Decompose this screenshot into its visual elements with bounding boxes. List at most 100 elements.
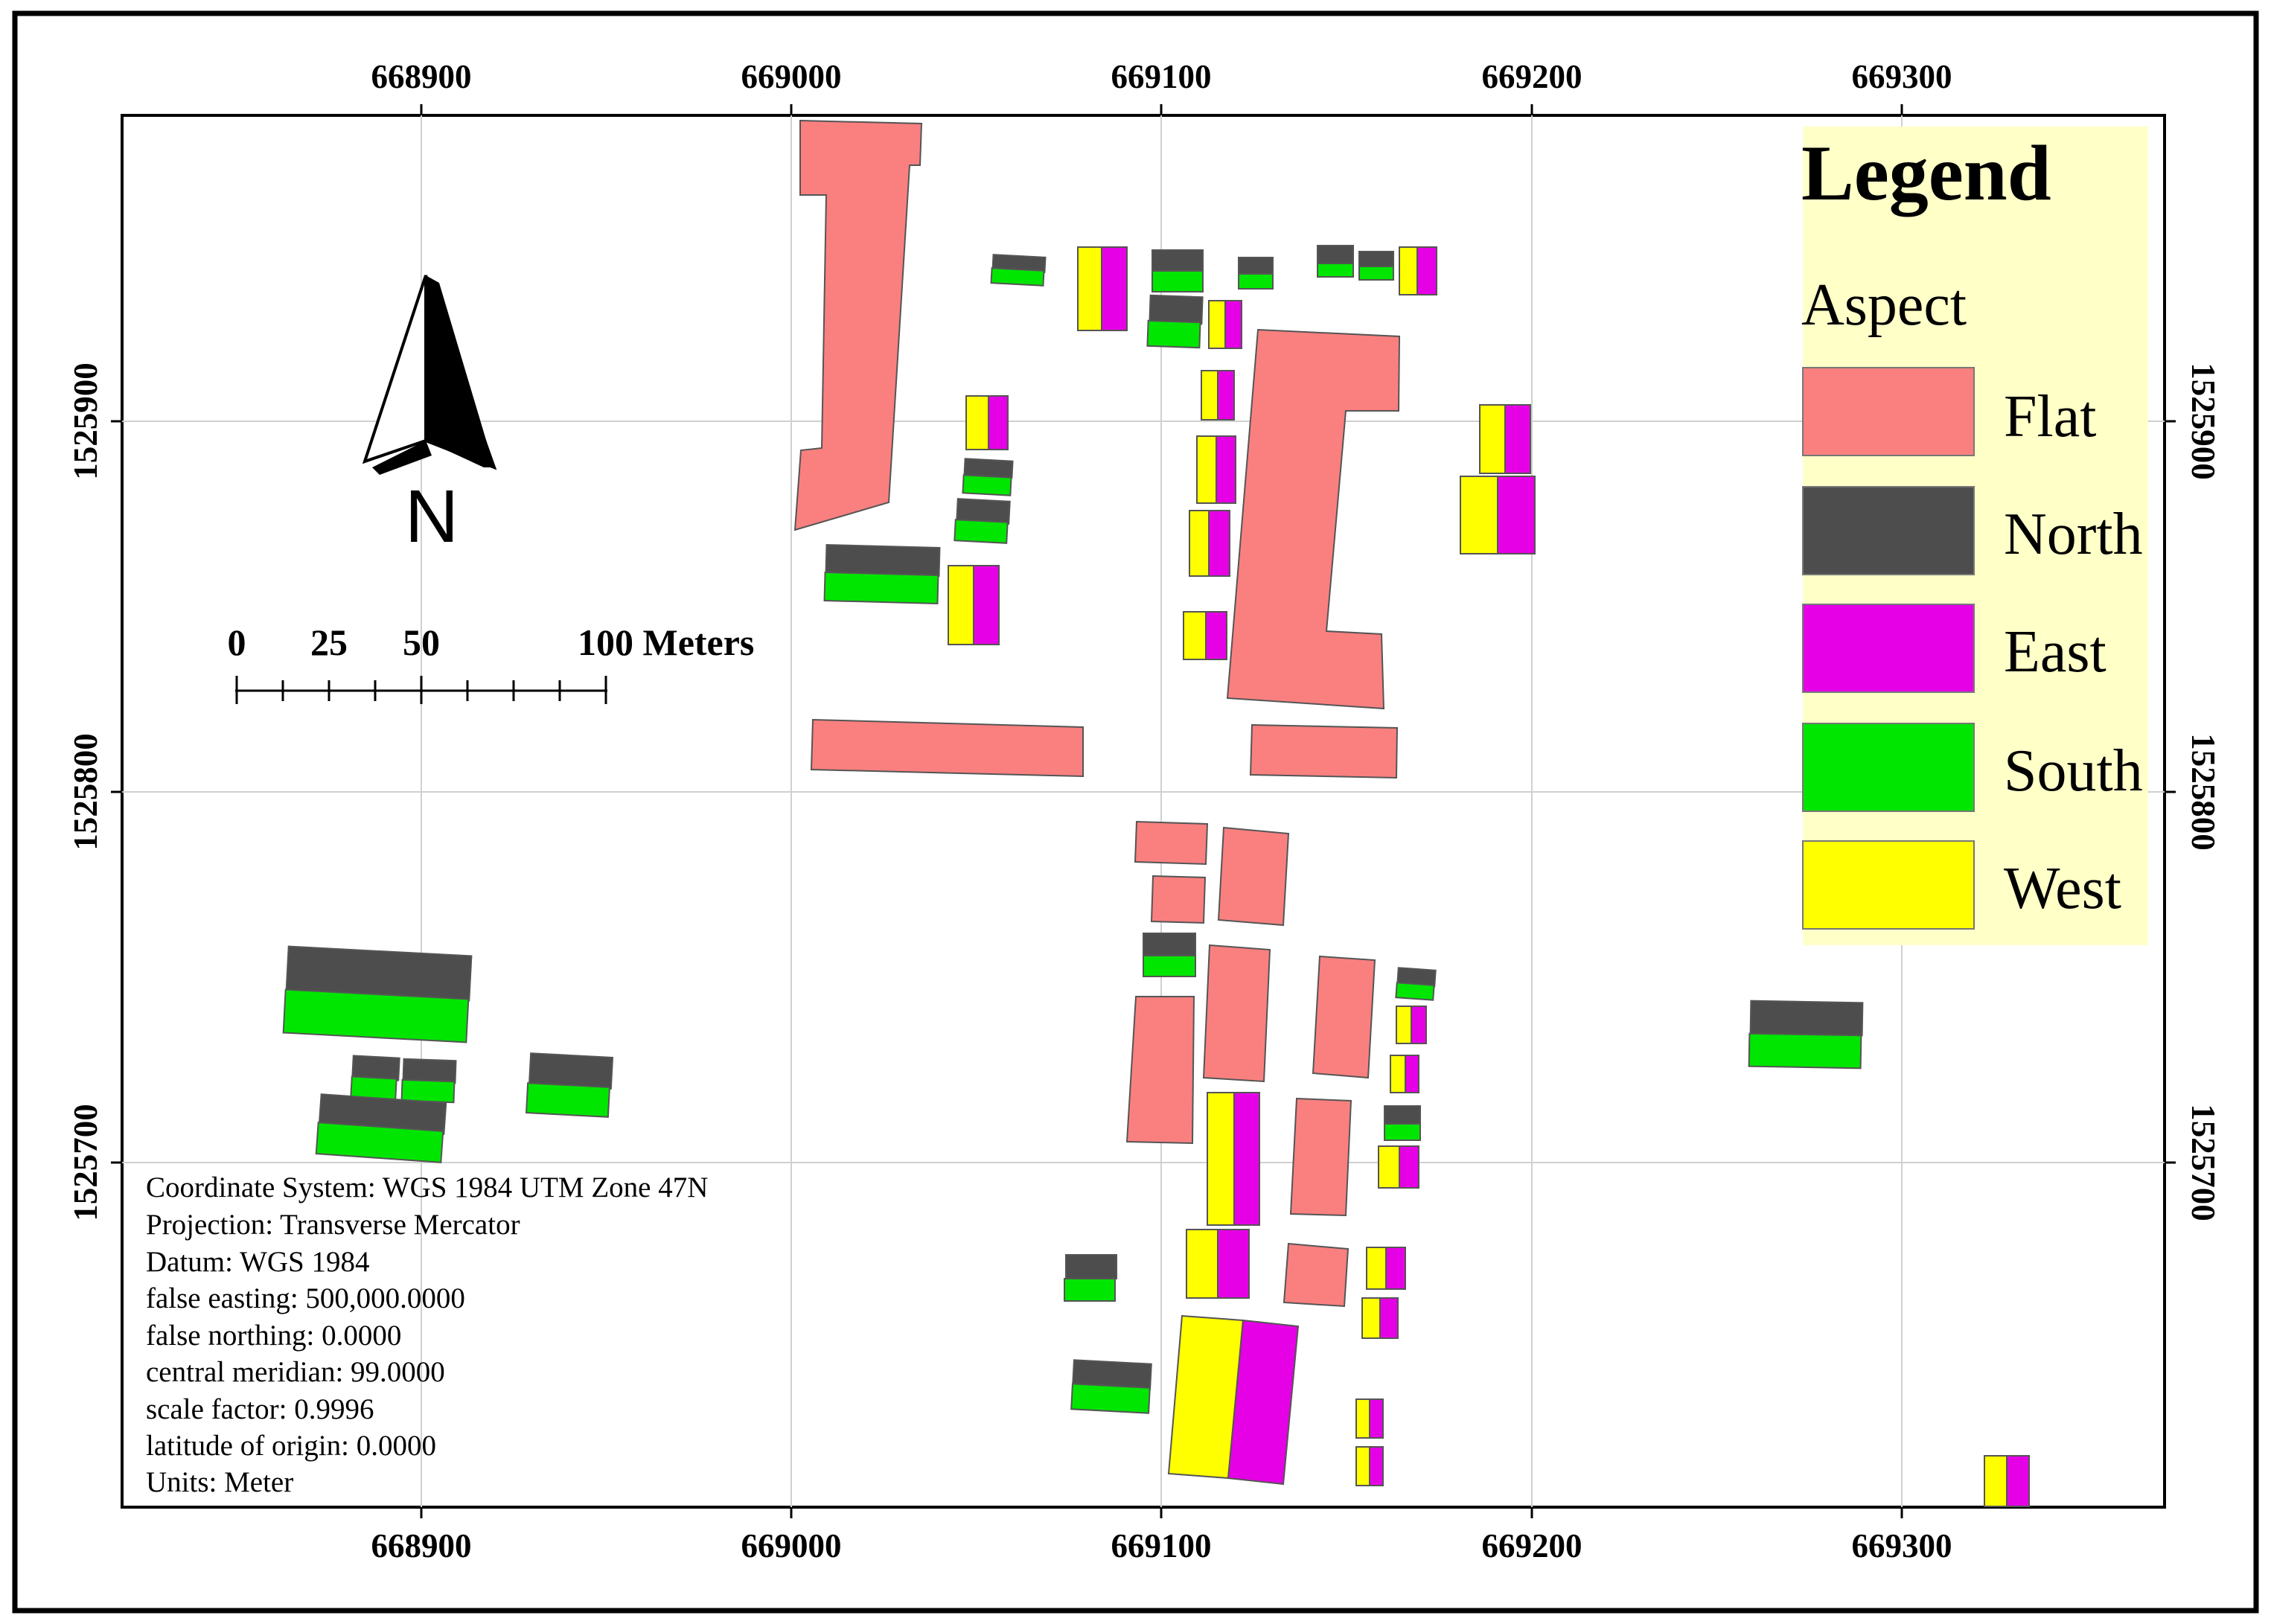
west-facet	[1460, 476, 1498, 554]
x-tick-labels-top: 668900 669000 669100 669200 669300	[371, 58, 1952, 95]
east-facet	[1399, 1145, 1419, 1189]
west-facet	[1396, 1006, 1412, 1044]
flat-building	[1125, 996, 1195, 1145]
buildings-layer	[282, 119, 2030, 1507]
north-facet	[1749, 1000, 1864, 1037]
projection-info-line: false northing: 0.0000	[146, 1320, 401, 1352]
east-facet	[1379, 1297, 1399, 1339]
scale-label: 0	[228, 621, 246, 663]
east-facet	[1369, 1398, 1384, 1439]
south-facet	[990, 267, 1045, 287]
south-facet	[1384, 1123, 1421, 1141]
west-facet	[965, 395, 989, 450]
scale-bar: 0 25 50 100 Meters	[228, 621, 754, 704]
west-facet	[1378, 1145, 1400, 1189]
north-facet	[1152, 249, 1204, 272]
south-facet	[400, 1078, 456, 1104]
y-tick-label: 1525800	[67, 733, 104, 851]
south-facet	[315, 1122, 444, 1163]
legend-label-north: North	[2004, 502, 2143, 567]
projection-info-line: scale factor: 0.9996	[146, 1393, 374, 1425]
north-facet	[1384, 1105, 1421, 1125]
legend-swatch-flat	[1802, 367, 1975, 456]
y-tick-label: 1525800	[2185, 733, 2222, 851]
x-tick-label: 668900	[371, 1527, 472, 1564]
x-tick-label: 669000	[741, 1527, 842, 1564]
south-facet	[1748, 1032, 1862, 1070]
x-tick-label: 669000	[741, 58, 842, 95]
north-arrow-shadow	[426, 275, 494, 467]
flat-building	[1289, 1097, 1352, 1217]
scale-label: 25	[310, 621, 348, 663]
x-tick-label: 669300	[1852, 58, 1952, 95]
north-facet	[1358, 251, 1394, 267]
west-facet	[1077, 246, 1102, 331]
flat-building	[1150, 875, 1207, 924]
east-facet	[1224, 300, 1242, 349]
scale-label: 100 Meters	[578, 621, 754, 663]
y-tick-label: 1525900	[2185, 362, 2222, 480]
x-tick-label: 669200	[1482, 58, 1582, 95]
north-south-buildings	[282, 245, 1864, 1414]
south-facet	[525, 1082, 611, 1118]
x-tick-label: 669100	[1111, 1527, 1212, 1564]
projection-info-line: Units: Meter	[146, 1466, 293, 1498]
projection-info-line: false easting: 500,000.0000	[146, 1282, 465, 1314]
north-facet	[1149, 294, 1204, 325]
scale-label: 50	[403, 621, 440, 663]
west-facet	[1355, 1398, 1370, 1439]
east-facet	[1205, 611, 1227, 660]
legend-label-west: West	[2004, 856, 2121, 921]
west-east-buildings	[948, 246, 2030, 1507]
legend-label-flat: Flat	[2004, 384, 2096, 450]
east-facet	[1233, 1092, 1260, 1226]
projection-info-line: central meridian: 99.0000	[146, 1356, 445, 1388]
east-facet	[1217, 1229, 1250, 1299]
east-facet	[1101, 246, 1128, 331]
east-facet	[1405, 1055, 1419, 1093]
flat-building	[1202, 944, 1271, 1083]
north-facet	[963, 458, 1014, 479]
east-facet	[1227, 1319, 1300, 1486]
east-facet	[1216, 435, 1236, 504]
north-arrow-base	[372, 441, 432, 475]
west-facet	[1208, 300, 1226, 349]
flat-building	[1226, 328, 1401, 710]
west-facet	[1361, 1297, 1381, 1339]
flat-building	[1134, 820, 1209, 866]
south-facet	[1070, 1383, 1151, 1414]
y-tick-label: 1525700	[67, 1104, 104, 1221]
south-facet	[1317, 263, 1354, 278]
legend-label-east: East	[2004, 619, 2106, 685]
north-facet	[1143, 933, 1196, 956]
west-facet	[1183, 611, 1207, 660]
north-arrow-letter: N	[405, 475, 459, 558]
west-facet	[948, 565, 974, 645]
legend-swatch-south	[1802, 723, 1975, 812]
south-facet	[962, 474, 1012, 496]
north-arrow: N	[362, 275, 497, 558]
west-facet	[1196, 435, 1217, 504]
north-facet	[1238, 257, 1274, 275]
projection-info: Coordinate System: WGS 1984 UTM Zone 47N…	[146, 1171, 708, 1498]
projection-info-line: latitude of origin: 0.0000	[146, 1430, 436, 1462]
south-facet	[1358, 266, 1394, 281]
projection-info-line: Projection: Transverse Mercator	[146, 1209, 520, 1241]
legend: Legend Aspect Flat North East South West	[1801, 127, 2148, 945]
west-facet	[1984, 1455, 2008, 1507]
west-facet	[1479, 404, 1506, 474]
south-facet	[823, 571, 939, 605]
east-facet	[988, 395, 1009, 450]
x-tick-labels-bottom: 668900 669000 669100 669200 669300	[371, 1527, 1952, 1564]
north-facet	[1317, 245, 1354, 264]
scale-bar-ticks	[235, 676, 607, 704]
east-facet	[1504, 404, 1531, 474]
east-facet	[2006, 1455, 2030, 1507]
south-facet	[282, 988, 470, 1043]
flat-building	[1249, 723, 1399, 779]
east-facet	[1416, 246, 1437, 295]
south-facet	[1395, 982, 1435, 1001]
x-tick-label: 669300	[1852, 1527, 1952, 1564]
south-facet	[1238, 273, 1274, 290]
